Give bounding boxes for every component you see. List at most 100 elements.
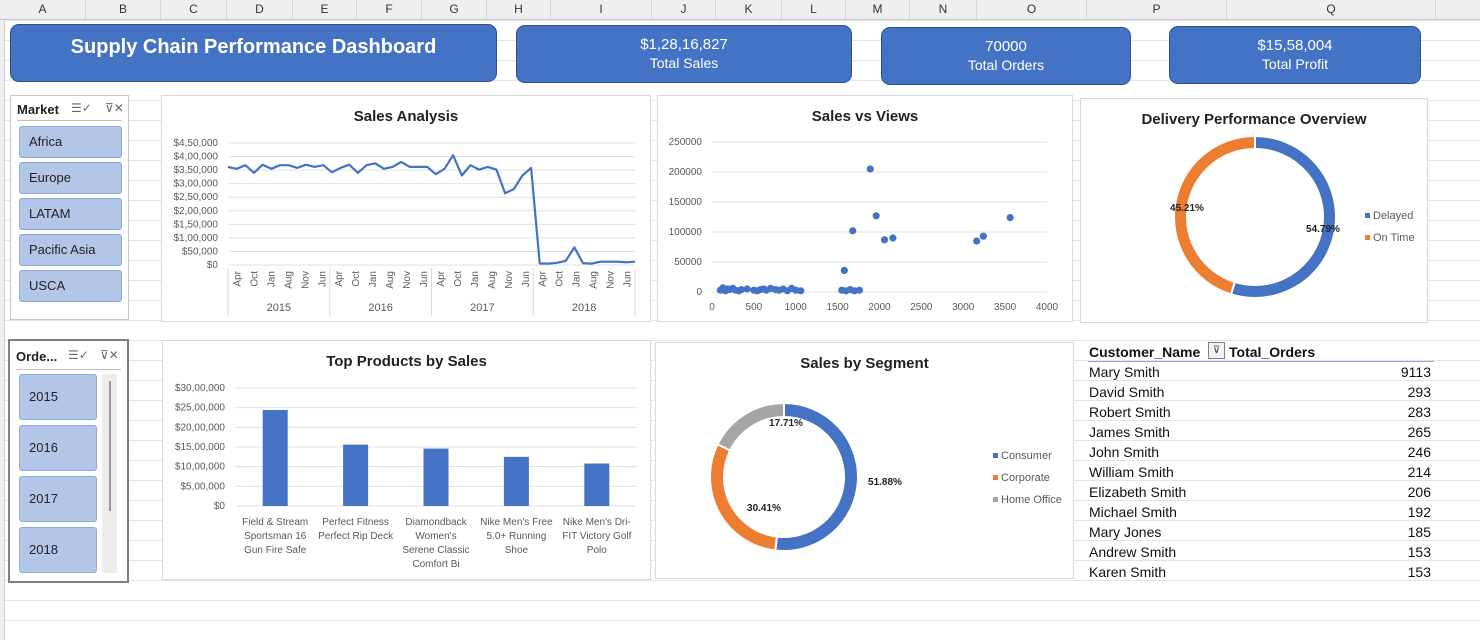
dashboard-title: Supply Chain Performance Dashboard xyxy=(70,36,437,58)
x-tick-label: Oct xyxy=(351,271,362,287)
y-tick-label: $4,50,000 xyxy=(174,138,219,149)
sales-by-segment-title: Sales by Segment xyxy=(800,355,929,372)
market-slicer-item-usca[interactable]: USCA xyxy=(19,270,122,302)
sales-analysis-title: Sales Analysis xyxy=(353,108,459,125)
data-label: 30.41% xyxy=(747,503,781,514)
donut-slice-on-time xyxy=(1173,134,1256,296)
column-header-c[interactable]: C xyxy=(161,0,227,19)
y-tick-label: $3,00,000 xyxy=(174,179,219,190)
sales-by-segment-panel: Sales by Segment 51.88% 30.41% 17.71% Consu… xyxy=(655,342,1074,579)
y-tick-label: $4,00,000 xyxy=(174,152,219,163)
x-tick-label: 0 xyxy=(709,302,715,313)
order-slicer-title: Orde... xyxy=(16,349,58,364)
market-slicer-title: Market xyxy=(17,102,59,117)
scatter-point xyxy=(840,266,848,274)
data-label: 17.71% xyxy=(769,418,803,429)
market-slicer-item-pacific-asia[interactable]: Pacific Asia xyxy=(19,234,122,266)
x-tick-label: Jun xyxy=(317,271,328,287)
multi-select-icon[interactable]: ☰✓ xyxy=(71,101,92,115)
column-header-e[interactable]: E xyxy=(293,0,357,19)
column-header-q[interactable]: Q xyxy=(1227,0,1436,19)
data-label: 54.79% xyxy=(1306,224,1340,235)
legend-label: Home Office xyxy=(1001,494,1062,506)
sales-line xyxy=(227,154,636,265)
x-tick-label: 2000 xyxy=(868,302,891,313)
x-tick-label: Jun xyxy=(521,271,532,287)
legend-swatch xyxy=(993,475,998,480)
y-tick-label: $25,00,000 xyxy=(175,403,225,414)
x-tick-label: Jan xyxy=(266,271,277,287)
market-slicer-item-europe[interactable]: Europe xyxy=(19,162,122,194)
column-header-o[interactable]: O xyxy=(977,0,1087,19)
legend-swatch xyxy=(993,497,998,502)
total-orders-cell: 192 xyxy=(1407,504,1431,520)
order-slicer-item-2016[interactable]: 2016 xyxy=(19,425,97,471)
x-tick-label: Nov xyxy=(504,271,515,289)
customer-name-header[interactable]: Customer_Name xyxy=(1089,344,1201,360)
total-orders-cell: 293 xyxy=(1407,384,1431,400)
column-header-a[interactable]: A xyxy=(0,0,86,19)
clear-filter-icon[interactable]: ⊽✕ xyxy=(100,348,119,362)
total-orders-cell: 214 xyxy=(1407,464,1431,480)
customer-name-cell: Robert Smith xyxy=(1089,404,1171,420)
column-header-b[interactable]: B xyxy=(86,0,161,19)
column-header-i[interactable]: I xyxy=(551,0,652,19)
x-tick-label: Nov xyxy=(402,271,413,289)
y-tick-label: $15,00,000 xyxy=(175,442,225,453)
y-tick-label: $50,000 xyxy=(182,246,219,257)
bar xyxy=(584,463,610,506)
multi-select-icon[interactable]: ☰✓ xyxy=(68,348,89,362)
sales-analysis-panel: Sales Analysis $0 $50,000 $1,00,000 $1,50,0… xyxy=(161,95,651,322)
y-tick-label: 100000 xyxy=(669,227,703,238)
y-tick-label: $1,00,000 xyxy=(174,233,219,244)
market-slicer-item-latam[interactable]: LATAM xyxy=(19,198,122,230)
x-tick-label: FIT Victory Golf xyxy=(562,531,631,542)
order-year-slicer: Orde... ☰✓ ⊽✕ 2015 2016 2017 2018 xyxy=(8,339,129,583)
column-header-p[interactable]: P xyxy=(1087,0,1227,19)
x-tick-label: Jun xyxy=(419,271,430,287)
column-header-m[interactable]: M xyxy=(846,0,910,19)
order-slicer-item-2017[interactable]: 2017 xyxy=(19,476,97,522)
x-tick-label: 1000 xyxy=(785,302,808,313)
scatter-point xyxy=(880,236,889,244)
column-header-h[interactable]: H xyxy=(487,0,551,19)
clear-filter-icon[interactable]: ⊽✕ xyxy=(105,101,124,115)
slicer-scrollbar-thumb[interactable] xyxy=(109,381,111,511)
x-tick-label: Gun Fire Safe xyxy=(244,545,307,556)
y-tick-label: $20,00,000 xyxy=(175,422,225,433)
scatter-point xyxy=(979,232,987,240)
x-tick-label: Nike Men's Free xyxy=(480,517,553,528)
x-tick-label: Perfect Rip Deck xyxy=(318,531,394,542)
x-tick-label: Jan xyxy=(572,271,583,287)
column-header-g[interactable]: G xyxy=(422,0,487,19)
column-header-n[interactable]: N xyxy=(910,0,977,19)
x-tick-label: 5.0+ Running xyxy=(487,531,547,542)
donut-slice-corporate xyxy=(709,442,779,552)
y-tick-label: $2,00,000 xyxy=(174,206,219,217)
kpi-card-total-sales: $1,28,16,827 Total Sales xyxy=(516,25,852,83)
order-slicer-item-2018[interactable]: 2018 xyxy=(19,527,97,573)
y-tick-label: $0 xyxy=(214,501,226,512)
y-tick-label: 150000 xyxy=(669,197,703,208)
column-header-k[interactable]: K xyxy=(716,0,782,19)
top-products-panel: Top Products by Sales $0 $5,00,000 $10,00,… xyxy=(162,340,651,580)
column-header-j[interactable]: J xyxy=(652,0,716,19)
column-header-l[interactable]: L xyxy=(782,0,846,19)
y-tick-label: 200000 xyxy=(669,167,703,178)
scatter-point xyxy=(737,286,745,294)
legend-label: Delayed xyxy=(1373,210,1413,222)
legend-swatch xyxy=(1365,235,1370,240)
customer-name-cell: Andrew Smith xyxy=(1089,544,1177,560)
x-tick-label: Women's xyxy=(415,531,456,542)
x-tick-label: Aug xyxy=(589,271,600,289)
x-tick-label: Polo xyxy=(587,545,607,556)
kpi-value: $1,28,16,827 xyxy=(640,36,728,53)
bar xyxy=(503,456,529,506)
x-tick-label: Apr xyxy=(232,270,243,286)
bar xyxy=(423,448,449,506)
sort-filter-icon[interactable]: ⊽ xyxy=(1208,342,1225,359)
column-header-d[interactable]: D xyxy=(227,0,293,19)
column-header-f[interactable]: F xyxy=(357,0,422,19)
order-slicer-item-2015[interactable]: 2015 xyxy=(19,374,97,420)
market-slicer-item-africa[interactable]: Africa xyxy=(19,126,122,158)
